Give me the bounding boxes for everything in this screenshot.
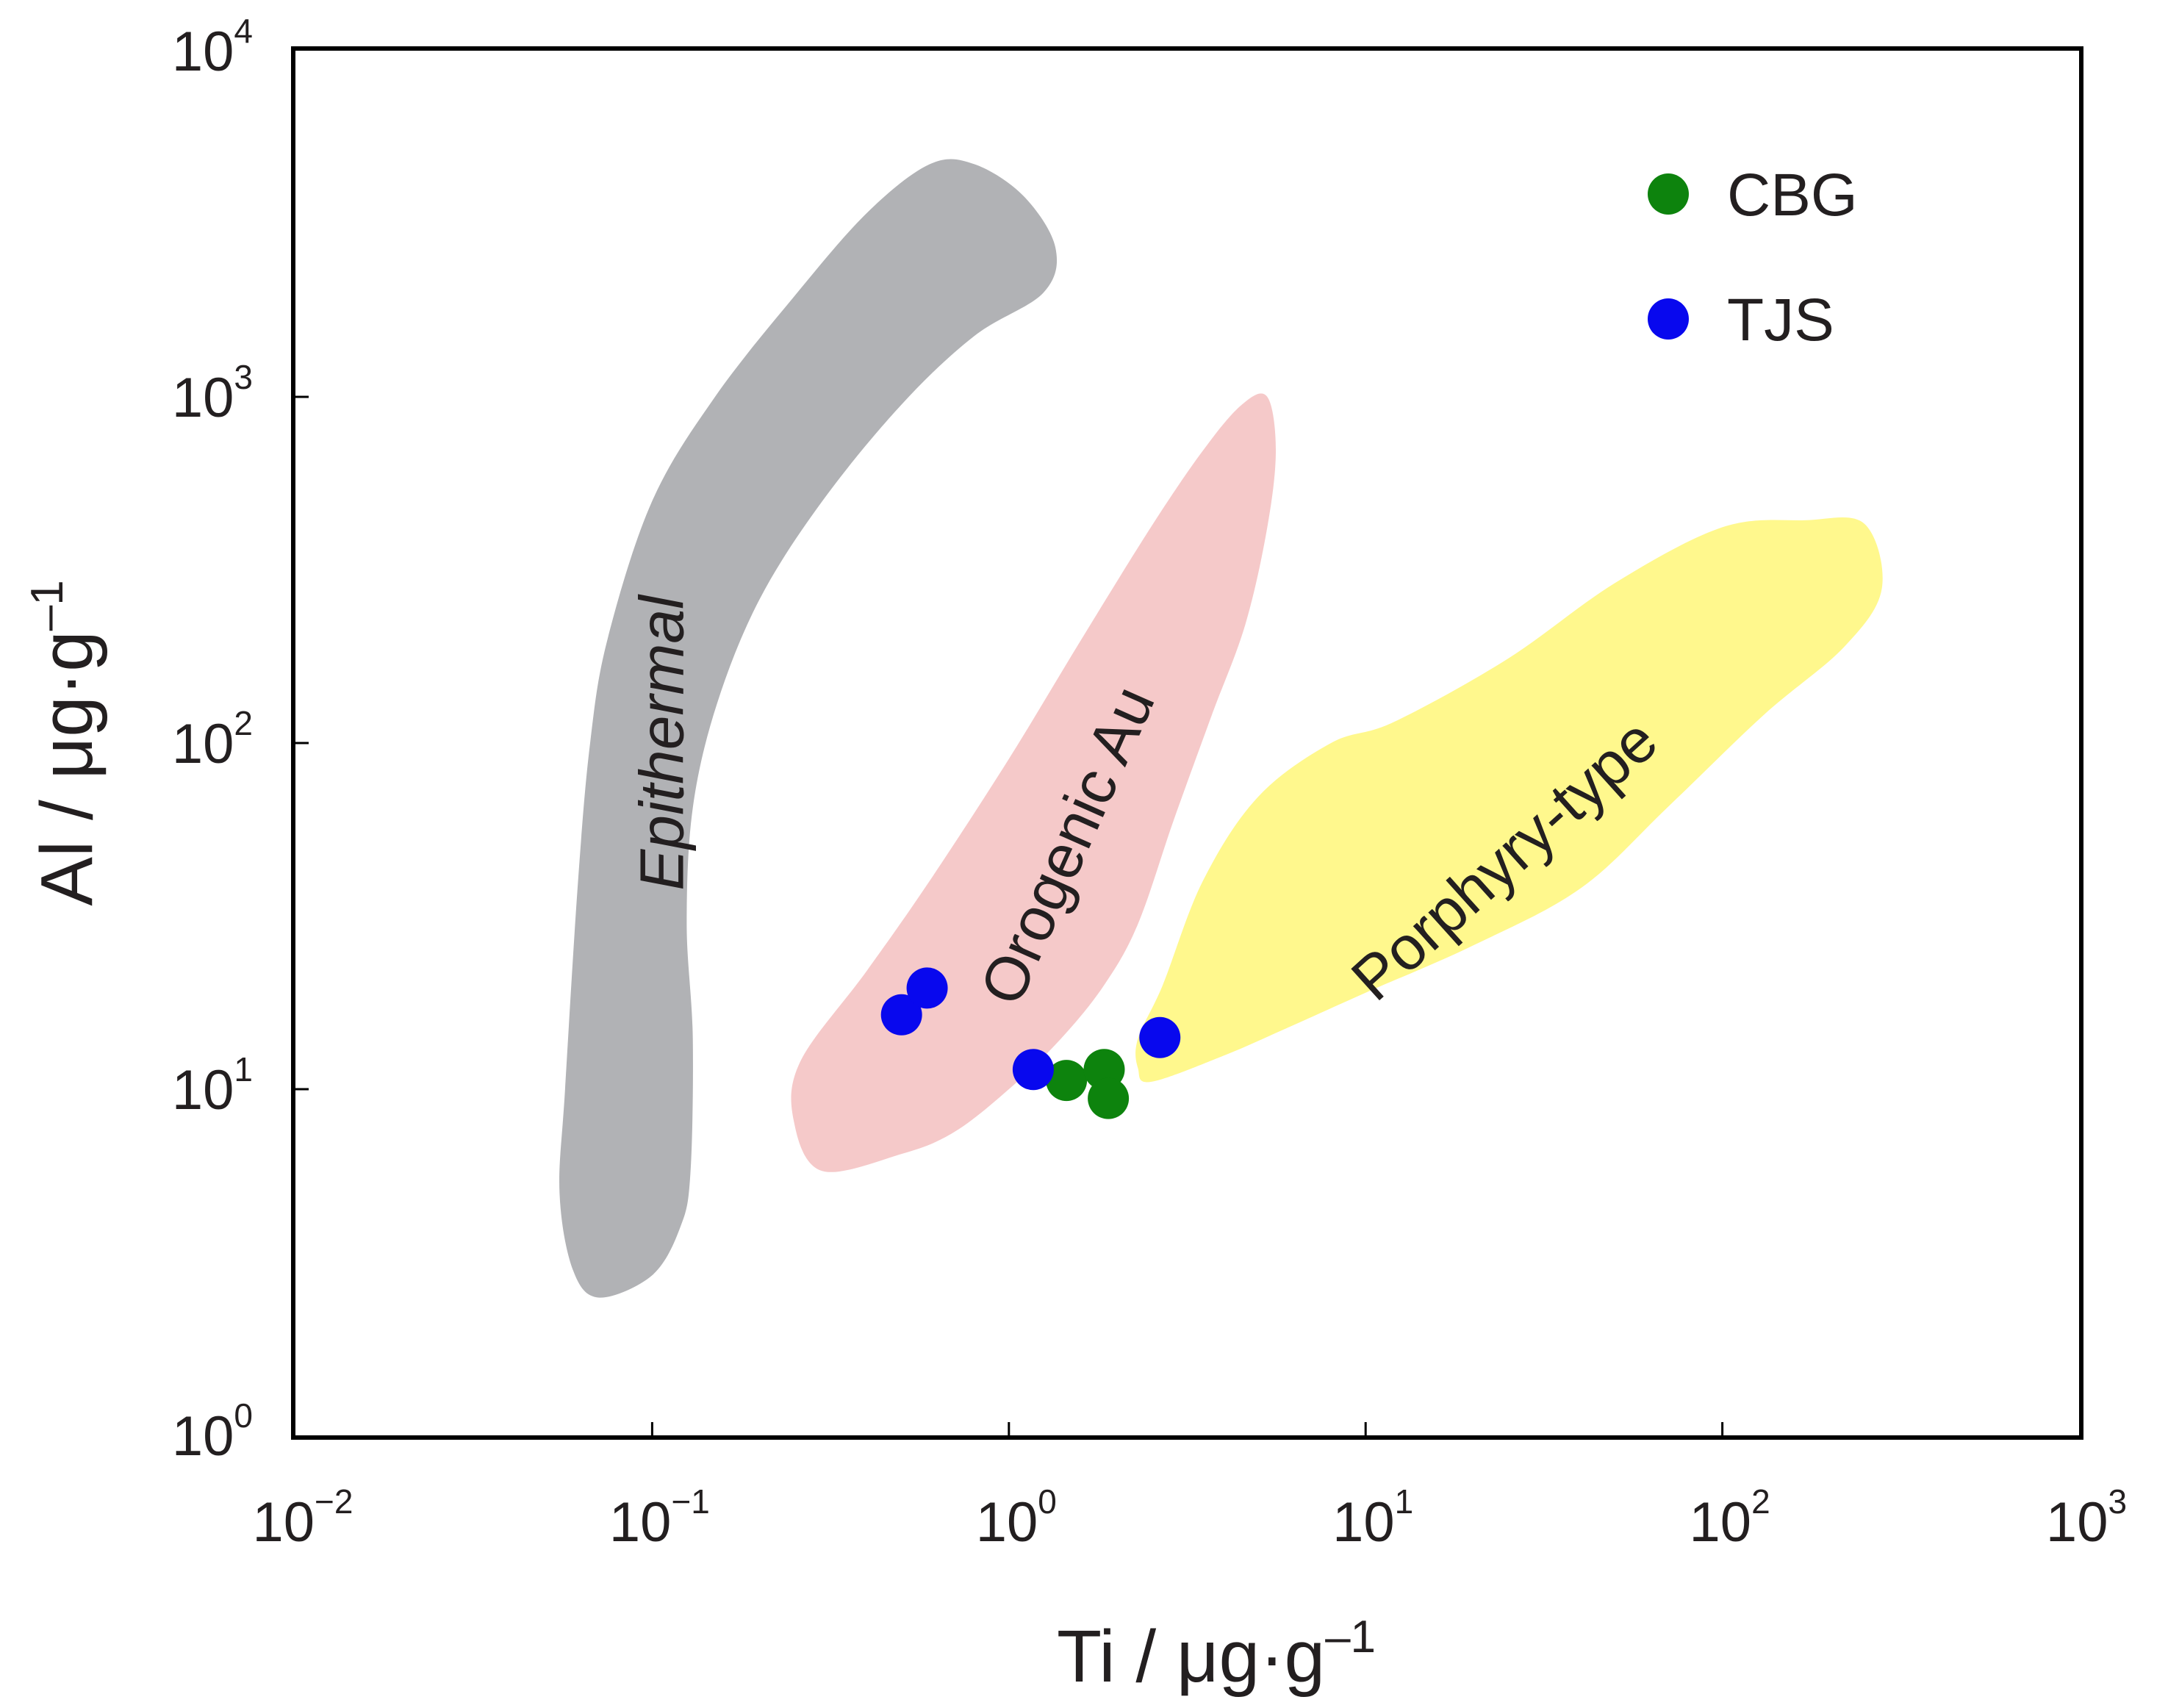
legend-label-cbg: CBG (1727, 162, 1858, 229)
x-tick-label: 102 (1690, 1482, 1770, 1554)
x-tick-label: 10−1 (609, 1482, 710, 1554)
legend-label-tjs: TJS (1727, 287, 1834, 354)
x-axis-label-exp: –1 (1325, 1612, 1376, 1662)
x-tick-label: 100 (976, 1482, 1057, 1554)
field-epithermal (559, 159, 1058, 1298)
x-axis-ticks: 10−2 10−1 100 101 102 103 (253, 1422, 2127, 1554)
y-tick-label: 104 (172, 12, 253, 83)
y-axis-ticks: 100 101 102 103 104 (172, 12, 309, 1468)
y-tick-label: 102 (172, 704, 253, 775)
y-axis-label: Al / μg·g–1 (22, 580, 108, 905)
point-cbg (1088, 1077, 1130, 1119)
field-porphyry-type (1135, 517, 1883, 1083)
point-tjs (1139, 1016, 1181, 1058)
legend-marker-cbg (1648, 173, 1689, 215)
y-tick-label: 103 (172, 358, 253, 429)
y-tick-label: 100 (172, 1396, 253, 1468)
plot-frame (291, 46, 2083, 1440)
y-axis-label-text: Al / μg·g (26, 631, 108, 905)
point-tjs (1012, 1049, 1054, 1091)
x-tick-label: 101 (1332, 1482, 1413, 1554)
point-tjs (906, 967, 948, 1009)
x-tick-label: 103 (2046, 1482, 2127, 1554)
field-label-epithermal: Epithermal (628, 594, 697, 891)
x-tick-label: 10−2 (253, 1482, 353, 1554)
point-cbg (1046, 1060, 1088, 1102)
legend-marker-tjs (1648, 298, 1689, 340)
data-points (880, 967, 1181, 1119)
legend: CBG TJS (1648, 162, 1858, 354)
y-axis-label-exp: –1 (22, 580, 73, 631)
point-tjs (880, 994, 922, 1036)
x-axis-label: Ti / μg·g–1 (1057, 1612, 1376, 1698)
y-tick-label: 101 (172, 1050, 253, 1122)
x-axis-label-text: Ti / μg·g (1057, 1615, 1325, 1698)
